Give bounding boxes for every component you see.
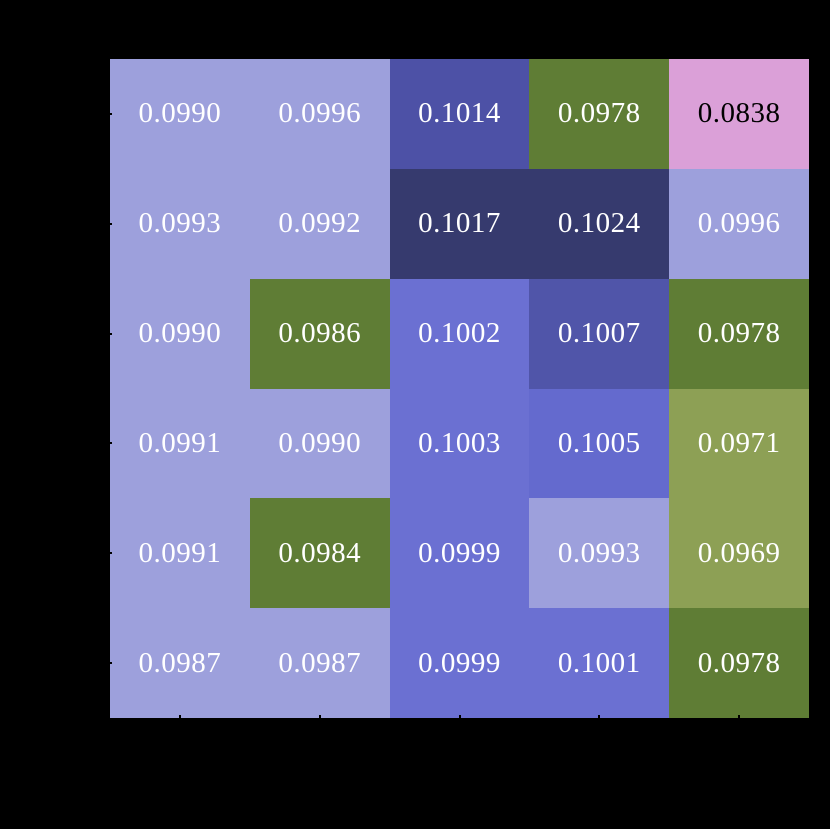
y-axis-tick: [104, 222, 112, 225]
heatmap: 0.0990 0.0996 0.1014 0.0978 0.0838 0.0993 0.09…: [110, 59, 809, 718]
heatmap-cell-r5c4: 0.0978: [669, 608, 809, 718]
heatmap-cell-r4c1: 0.0984: [249, 498, 390, 609]
heatmap-cell-r2c0: 0.0990: [110, 278, 250, 389]
x-axis-tick: [318, 715, 321, 723]
heatmap-cell-r5c0: 0.0987: [110, 608, 250, 718]
heatmap-cell-r0c3: 0.0978: [529, 59, 670, 169]
heatmap-cell-r1c2: 0.1017: [389, 168, 530, 279]
heatmap-cell-r0c4: 0.0838: [669, 59, 809, 169]
heatmap-cell-r2c4: 0.0978: [669, 278, 809, 389]
heatmap-cell-r1c3: 0.1024: [529, 168, 670, 279]
heatmap-cell-r0c0: 0.0990: [110, 59, 250, 169]
x-axis-tick: [598, 715, 601, 723]
y-axis-tick: [104, 662, 112, 665]
y-axis-tick: [104, 442, 112, 445]
heatmap-cell-r5c1: 0.0987: [249, 608, 390, 718]
heatmap-cell-r1c4: 0.0996: [669, 168, 809, 279]
heatmap-cell-r4c0: 0.0991: [110, 498, 250, 609]
heatmap-cell-r1c1: 0.0992: [249, 168, 390, 279]
heatmap-cell-r4c4: 0.0969: [669, 498, 809, 609]
heatmap-cell-r2c1: 0.0986: [249, 278, 390, 389]
heatmap-cell-r1c0: 0.0993: [110, 168, 250, 279]
heatmap-cell-r0c2: 0.1014: [389, 59, 530, 169]
heatmap-cell-r0c1: 0.0996: [249, 59, 390, 169]
y-axis-tick: [104, 552, 112, 555]
x-axis-tick: [178, 715, 181, 723]
heatmap-cell-r2c3: 0.1007: [529, 278, 670, 389]
y-axis-tick: [104, 112, 112, 115]
x-axis-tick: [458, 715, 461, 723]
heatmap-cell-r3c0: 0.0991: [110, 388, 250, 499]
heatmap-cell-r3c2: 0.1003: [389, 388, 530, 499]
heatmap-cell-r3c3: 0.1005: [529, 388, 670, 499]
y-axis-tick: [104, 332, 112, 335]
x-axis-tick: [738, 715, 741, 723]
heatmap-cell-r4c2: 0.0999: [389, 498, 530, 609]
heatmap-cell-r5c3: 0.1001: [529, 608, 670, 718]
heatmap-cell-r2c2: 0.1002: [389, 278, 530, 389]
heatmap-cell-r3c4: 0.0971: [669, 388, 809, 499]
heatmap-cell-r4c3: 0.0993: [529, 498, 670, 609]
heatmap-cell-r5c2: 0.0999: [389, 608, 530, 718]
heatmap-cell-r3c1: 0.0990: [249, 388, 390, 499]
